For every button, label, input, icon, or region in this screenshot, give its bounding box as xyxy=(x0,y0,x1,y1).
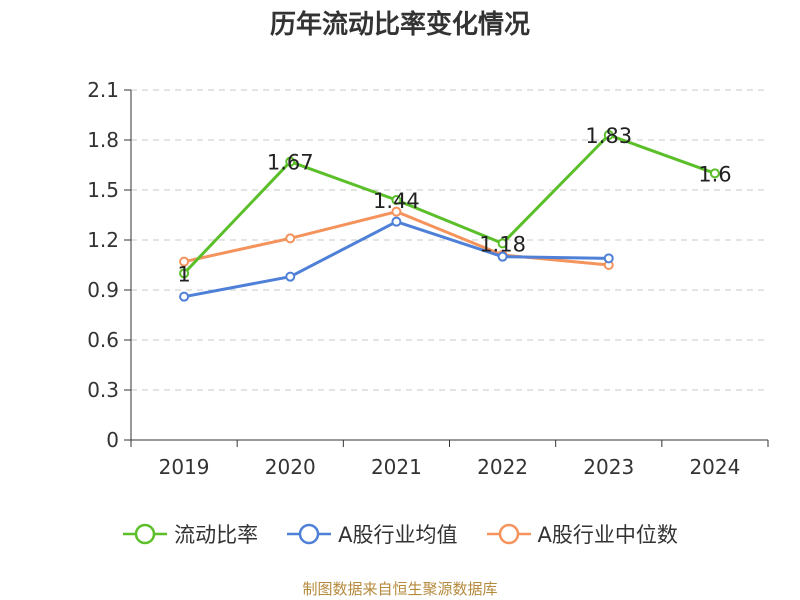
legend-marker xyxy=(134,523,156,545)
series-point-0 xyxy=(603,130,614,140)
x-tick-label: 2020 xyxy=(265,455,316,479)
data-label: 1.6 xyxy=(698,162,731,186)
y-tick-label: 1.2 xyxy=(87,228,119,252)
chart-title: 历年流动比率变化情况 xyxy=(269,10,530,40)
legend-swatch xyxy=(123,523,168,545)
legend-item[interactable]: A股行业中位数 xyxy=(486,519,678,549)
chart-legend: 流动比率 A股行业均值 A股行业中位数 xyxy=(0,519,800,549)
series-point-0 xyxy=(391,195,402,205)
series-point-0 xyxy=(285,156,296,167)
y-tick-label: 2.1 xyxy=(87,78,119,102)
legend-label: 流动比率 xyxy=(174,523,259,547)
series-point-0 xyxy=(179,268,190,279)
x-tick-label: 2021 xyxy=(371,455,422,479)
y-tick-label: 0.9 xyxy=(87,278,119,302)
legend-label: A股行业中位数 xyxy=(537,523,678,547)
series-point-2 xyxy=(179,256,190,267)
data-label: 1.67 xyxy=(267,151,314,175)
x-tick-label: 2023 xyxy=(583,455,634,479)
series-line-0 xyxy=(182,133,716,275)
legend-item[interactable]: A股行业均值 xyxy=(286,519,458,549)
legend-swatch xyxy=(287,523,332,545)
legend-label: A股行业均值 xyxy=(338,523,458,547)
series-point-1 xyxy=(285,271,296,282)
x-tick-label: 2022 xyxy=(477,455,528,479)
x-tick-label: 2024 xyxy=(689,455,740,479)
data-label: 1.18 xyxy=(479,232,526,256)
series-point-1 xyxy=(603,253,614,264)
y-tick-label: 1.8 xyxy=(87,128,119,152)
series-point-2 xyxy=(391,206,402,217)
series-point-1 xyxy=(391,216,402,227)
x-tick-label: 2019 xyxy=(159,455,210,479)
data-label: 1.44 xyxy=(373,189,420,213)
legend-marker xyxy=(498,523,519,545)
legend-item[interactable]: 流动比率 xyxy=(122,519,258,549)
series-point-0 xyxy=(497,238,508,249)
data-label: 1 xyxy=(177,262,190,286)
series-point-0 xyxy=(709,168,720,179)
series-point-2 xyxy=(285,233,296,244)
data-label: 1.83 xyxy=(585,124,632,148)
source-note: 制图数据来自恒生聚源数据库 xyxy=(302,580,498,598)
y-tick-label: 0.6 xyxy=(87,328,119,352)
y-tick-label: 1.5 xyxy=(87,178,119,202)
series-point-1 xyxy=(179,291,190,302)
y-tick-label: 0 xyxy=(106,428,119,452)
series-point-1 xyxy=(497,251,508,262)
y-tick-label: 0.3 xyxy=(87,378,119,402)
legend-marker xyxy=(298,523,320,545)
legend-swatch xyxy=(486,523,531,545)
